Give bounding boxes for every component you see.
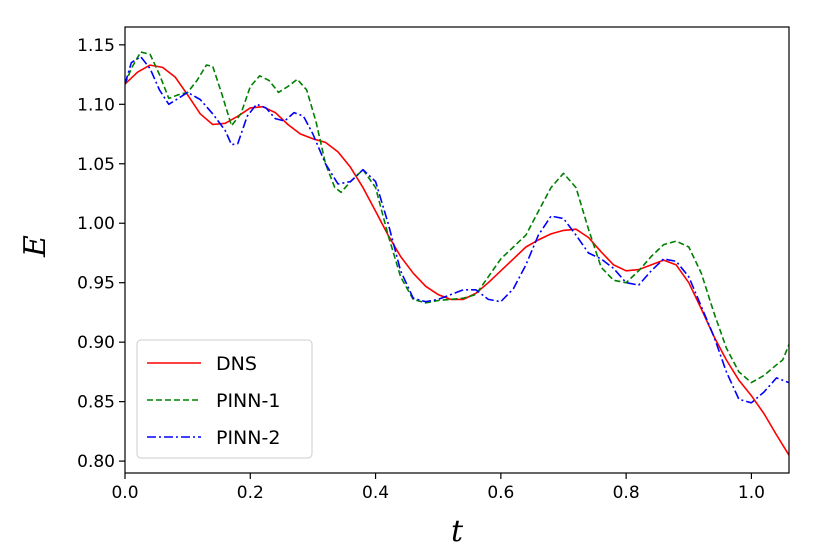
y-tick-label: 0.80 [77,452,115,472]
series-line-pinn-2 [125,55,789,404]
series-layer [125,51,789,456]
legend-box [136,339,313,459]
legend-label-pinn-2: PINN-2 [216,427,280,449]
legend-label-dns: DNS [216,353,257,375]
legend: DNS PINN-1 PINN-2 [136,339,313,459]
y-tick-label: 0.90 [77,333,115,353]
plot-frame [124,26,790,474]
y-axis: 0.80 0.85 0.90 0.95 1.00 1.05 1.10 1.15 [77,36,125,472]
legend-label-pinn-1: PINN-1 [216,390,280,412]
y-tick-label: 1.10 [77,95,115,115]
x-tick-label: 0.2 [237,483,264,503]
y-axis-label: E [18,235,53,258]
x-axis: 0.0 0.2 0.4 0.6 0.8 1.0 [111,473,765,503]
y-tick-label: 0.85 [77,393,115,413]
y-tick-label: 1.15 [77,36,115,56]
series-line-pinn-1 [125,51,789,384]
x-axis-label: t [451,514,464,549]
x-tick-label: 0.8 [613,483,640,503]
y-tick-label: 0.95 [77,274,115,294]
x-tick-label: 0.6 [487,483,514,503]
x-tick-label: 0.0 [111,483,138,503]
x-tick-label: 1.0 [738,483,765,503]
y-tick-label: 1.00 [77,214,115,234]
y-tick-label: 1.05 [77,155,115,175]
x-tick-label: 0.4 [362,483,389,503]
